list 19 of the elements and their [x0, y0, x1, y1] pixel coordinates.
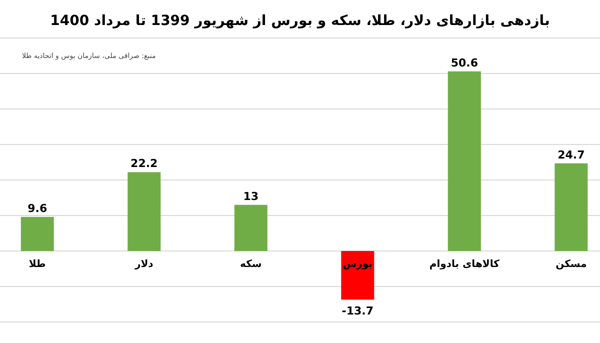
x-tick-label: دلار	[134, 259, 154, 270]
data-label: -13.7	[342, 304, 374, 318]
x-tick-label: طلا	[28, 259, 46, 270]
bar	[234, 204, 268, 251]
data-label: 9.6	[28, 202, 48, 215]
chart-title: بازدهی بازارهای دلار، طلا، سکه و بورس از شهریور 1399 تا مرداد 1400	[50, 13, 550, 29]
data-label: 24.7	[558, 148, 585, 162]
x-tick-label: بورس	[342, 259, 372, 270]
bar	[554, 163, 588, 251]
bar	[20, 216, 54, 251]
x-tick-label: سکه	[240, 259, 262, 270]
data-label: 50.6	[450, 56, 478, 70]
bar	[341, 251, 374, 300]
bar	[128, 172, 161, 251]
bar	[448, 71, 481, 251]
x-tick-label: کالاهای بادوام	[429, 259, 500, 270]
data-label: 13	[243, 190, 259, 203]
x-tick-label: مسکن	[556, 259, 587, 270]
data-label: 22.2	[130, 157, 158, 170]
